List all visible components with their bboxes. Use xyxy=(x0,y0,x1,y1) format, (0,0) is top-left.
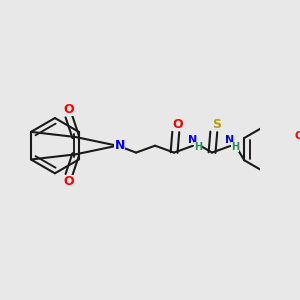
Text: S: S xyxy=(212,118,221,131)
Text: N: N xyxy=(225,135,234,145)
Text: O: O xyxy=(172,118,183,131)
Text: N: N xyxy=(188,135,197,145)
Text: N: N xyxy=(115,139,125,152)
Text: O: O xyxy=(294,131,300,141)
Text: O: O xyxy=(64,176,74,188)
Text: H: H xyxy=(194,142,202,152)
Text: H: H xyxy=(231,142,239,152)
Text: O: O xyxy=(64,103,74,116)
